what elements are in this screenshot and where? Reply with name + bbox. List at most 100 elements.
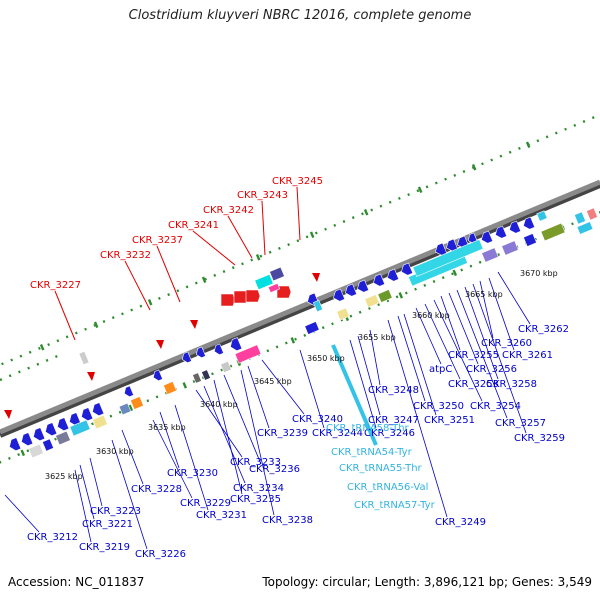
- lower-gene-label: CKR_3250: [413, 401, 464, 412]
- gene-shape: [401, 262, 414, 276]
- lower-leader: [456, 289, 508, 419]
- upper-leader: [124, 260, 151, 311]
- lower-gene-label: CKR_3233: [230, 457, 281, 468]
- red-gene: [245, 289, 261, 303]
- gene-arrow: [92, 402, 105, 417]
- gene-arrow: [181, 351, 193, 364]
- track-tick: [255, 254, 261, 261]
- upper-gene-label: CKR_3242: [203, 205, 254, 216]
- lower-gene-label: CKR_3239: [257, 428, 308, 439]
- lower-leader: [121, 429, 144, 485]
- gene-box-yellow: [336, 307, 350, 321]
- gene-box-slate: [118, 402, 132, 416]
- lower-leader: [369, 329, 381, 386]
- gene-box-cyan: [536, 210, 548, 222]
- upper-leader: [296, 186, 301, 241]
- lower-gene-label: CKR_3257: [495, 418, 546, 429]
- lower-leader: [497, 271, 531, 325]
- red-gene: [276, 285, 292, 299]
- gene-box-cyan: [573, 211, 587, 225]
- gene-arrow: [495, 225, 508, 239]
- gene-shape: [92, 414, 108, 430]
- lower-gene-label: CKR_3254: [470, 401, 521, 412]
- scale-label: 3635 kbp: [148, 423, 186, 432]
- lower-gene-label: CKR_3251: [424, 415, 475, 426]
- gene-shape: [192, 372, 202, 384]
- lower-gene-label: CKR_3219: [79, 542, 130, 553]
- lower-leader: [240, 369, 275, 516]
- upper-gene-label: CKR_3232: [100, 250, 151, 261]
- lower-gene-label: CKR_3248: [368, 385, 419, 396]
- gene-shape: [57, 417, 70, 432]
- gene-arrow: [213, 343, 225, 356]
- gene-box-cyan-long: [412, 239, 484, 277]
- gene-arrow: [509, 220, 522, 234]
- lower-leader: [159, 411, 180, 469]
- gene-shape: [152, 369, 164, 382]
- gene-shape: [576, 221, 594, 235]
- track-tick: [398, 292, 404, 299]
- lower-gene-label: CKR_3253: [448, 379, 499, 390]
- lower-gene-label: CKR_3255: [448, 350, 499, 361]
- lower-leader: [433, 299, 483, 402]
- gene-shape: [123, 385, 135, 398]
- track-tick: [128, 404, 134, 412]
- gene-shape: [69, 419, 91, 437]
- track-tick: [417, 186, 423, 194]
- gene-shape: [92, 402, 105, 417]
- gene-shape: [163, 381, 177, 395]
- gene-arrow: [33, 427, 46, 442]
- gene-shape: [220, 293, 236, 307]
- topology-text: Topology: circular; Length: 3,896,121 bp…: [262, 575, 592, 589]
- gene-shape: [304, 321, 320, 335]
- gene-shape: [540, 222, 566, 242]
- gene-shape: [523, 216, 536, 230]
- gene-arrow: [195, 346, 207, 359]
- upper-leader: [54, 290, 76, 341]
- gene-box-cyan: [69, 419, 91, 437]
- gene-shape: [312, 299, 324, 313]
- gene-shape: [81, 407, 94, 422]
- lower-leader: [403, 313, 437, 416]
- gene-box-blue: [523, 233, 537, 247]
- gene-shape: [536, 210, 548, 222]
- track-tick: [147, 299, 153, 306]
- lower-leader: [223, 374, 262, 465]
- gene-arrow: [481, 230, 494, 244]
- gene-box-gray: [55, 430, 71, 446]
- lower-gene-label: CKR_3262: [518, 324, 569, 335]
- gene-box-cyan: [576, 221, 594, 235]
- gene-arrow: [387, 268, 400, 282]
- upper-gene-label: CKR_3237: [132, 235, 183, 246]
- gene-box-lightgray: [220, 360, 232, 374]
- gene-shape: [118, 402, 132, 416]
- gene-arrow: [69, 412, 82, 427]
- lower-leader: [152, 419, 193, 499]
- dotted-fragment: [0, 353, 61, 382]
- gene-shape: [377, 289, 393, 303]
- gene-shape: [481, 247, 499, 263]
- gene-box-blue: [304, 321, 320, 335]
- gene-shape: [269, 266, 285, 282]
- lower-leader: [472, 283, 527, 434]
- track-tick: [363, 209, 369, 216]
- lower-leader: [79, 464, 95, 520]
- trna-label: CKR_tRNA57-Tyr: [354, 500, 436, 511]
- gene-box-indigo: [269, 266, 285, 282]
- gene-shape: [230, 337, 243, 352]
- trna-label: CKR_tRNA54-Tyr: [331, 447, 413, 458]
- upper-gene-label: CKR_3241: [168, 220, 219, 231]
- lower-gene-label: CKR_3231: [196, 510, 247, 521]
- lower-leader: [397, 315, 426, 402]
- scale-label: 3665 kbp: [465, 290, 503, 299]
- gene-shape: [364, 294, 380, 308]
- gene-box-navy: [201, 369, 211, 381]
- gene-box-olive: [377, 289, 393, 303]
- gene-shape: [276, 285, 292, 299]
- gene-arrow: [345, 283, 358, 297]
- gene-shape: [435, 242, 448, 256]
- gene-shape: [69, 412, 82, 427]
- lower-gene-label: CKR_3246: [364, 428, 415, 439]
- lower-gene-label: CKR_3229: [180, 498, 231, 509]
- lower-leader: [349, 339, 377, 429]
